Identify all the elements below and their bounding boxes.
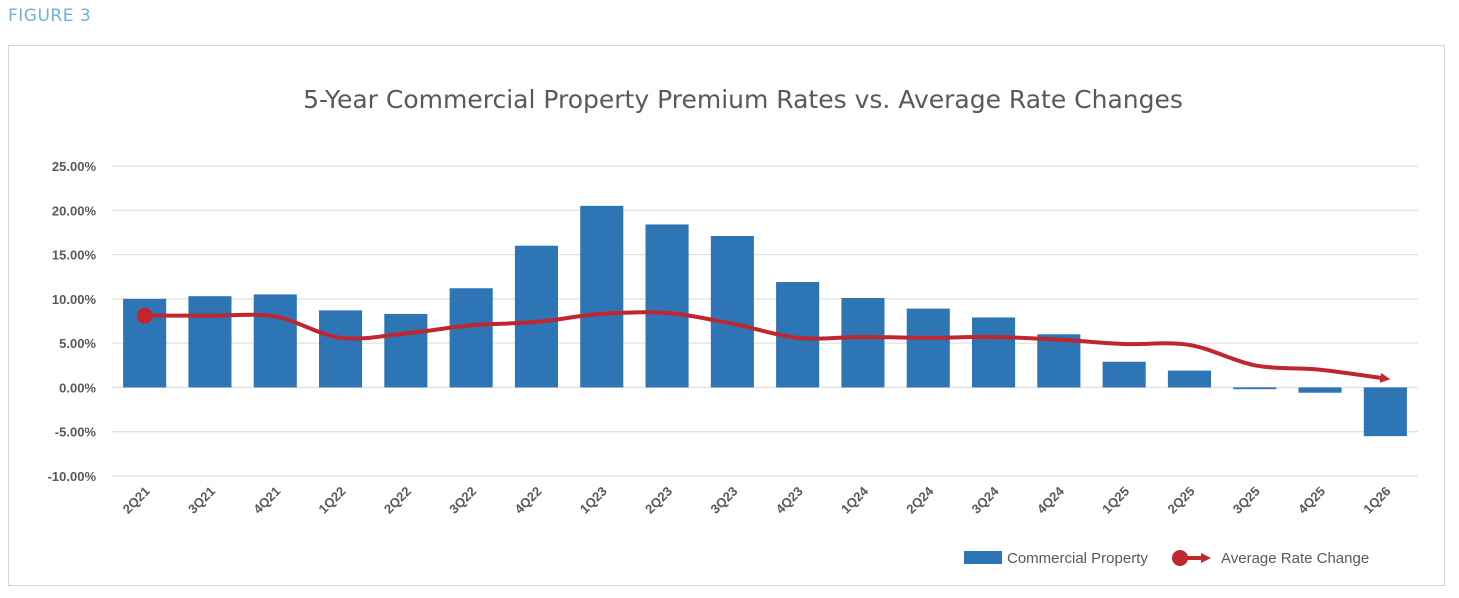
x-tick-label: 4Q25 <box>1295 484 1328 517</box>
x-tick-label: 4Q23 <box>773 484 806 517</box>
bar-3q21 <box>188 296 232 388</box>
x-axis: 2Q21 3Q21 4Q21 1Q22 2Q22 3Q22 4Q22 1Q23 2Q23 3Q23… <box>120 483 1394 517</box>
bar-4q24 <box>1037 334 1081 388</box>
bar-4q25 <box>1298 387 1342 393</box>
bar-2q23 <box>645 224 689 388</box>
x-tick-label: 1Q23 <box>577 484 610 517</box>
bar-3q23 <box>710 235 754 388</box>
x-tick-label: 4Q24 <box>1034 483 1068 517</box>
x-tick-label: 4Q21 <box>250 484 283 517</box>
bar-series <box>123 205 1407 437</box>
y-tick-label: 5.00% <box>59 336 96 351</box>
legend: Commercial Property Average Rate Change <box>964 550 1369 567</box>
x-tick-label: 4Q22 <box>511 484 544 517</box>
figure-label: FIGURE 3 <box>8 6 92 26</box>
average-rate-change-line <box>142 310 1391 383</box>
bar-1q23 <box>580 205 624 388</box>
bar-3q24 <box>972 317 1016 388</box>
x-tick-label: 3Q21 <box>185 484 218 517</box>
bar-3q25 <box>1233 387 1277 390</box>
y-tick-label: 10.00% <box>52 292 97 307</box>
line-series <box>136 307 1391 383</box>
bar-1q22 <box>319 310 363 388</box>
y-tick-label: 20.00% <box>52 203 97 218</box>
gridlines <box>112 165 1418 477</box>
y-tick-label: 0.00% <box>59 380 96 395</box>
y-tick-label: 25.00% <box>52 159 97 174</box>
line-start-marker <box>136 307 153 324</box>
bar-2q24 <box>906 308 950 388</box>
bar-1q25 <box>1102 361 1146 388</box>
bar-4q22 <box>514 245 558 388</box>
x-tick-label: 1Q25 <box>1099 484 1132 517</box>
legend-swatch-commercial-property <box>964 551 1002 564</box>
y-tick-label: 15.00% <box>52 248 97 263</box>
x-tick-label: 2Q23 <box>642 484 675 517</box>
bar-1q24 <box>841 297 885 388</box>
bar-4q21 <box>253 294 297 388</box>
bar-2q25 <box>1167 370 1211 388</box>
bar-3q22 <box>449 288 493 388</box>
legend-label-average-rate-change: Average Rate Change <box>1221 550 1369 567</box>
bar-2q22 <box>384 313 428 388</box>
y-tick-label: -10.00% <box>48 469 97 484</box>
x-tick-label: 1Q24 <box>838 483 872 517</box>
y-tick-label: -5.00% <box>55 425 97 440</box>
x-tick-label: 1Q26 <box>1360 484 1393 517</box>
y-axis: 25.00% 20.00% 15.00% 10.00% 5.00% 0.00% -5.00%… <box>48 159 97 484</box>
x-tick-label: 3Q22 <box>446 484 479 517</box>
x-tick-label: 2Q22 <box>381 484 414 517</box>
x-tick-label: 1Q22 <box>316 484 349 517</box>
chart-frame <box>8 45 1445 586</box>
x-tick-label: 2Q24 <box>903 483 937 517</box>
x-tick-label: 3Q23 <box>707 484 740 517</box>
legend-marker-average-rate-change <box>1172 550 1188 566</box>
x-tick-label: 2Q21 <box>120 484 153 517</box>
chart-title: 5-Year Commercial Property Premium Rates… <box>303 85 1183 114</box>
x-tick-label: 3Q25 <box>1230 484 1263 517</box>
x-tick-label: 3Q24 <box>969 483 1003 517</box>
x-tick-label: 2Q25 <box>1164 484 1197 517</box>
legend-label-commercial-property: Commercial Property <box>1007 550 1148 567</box>
bar-1q26 <box>1363 387 1407 437</box>
